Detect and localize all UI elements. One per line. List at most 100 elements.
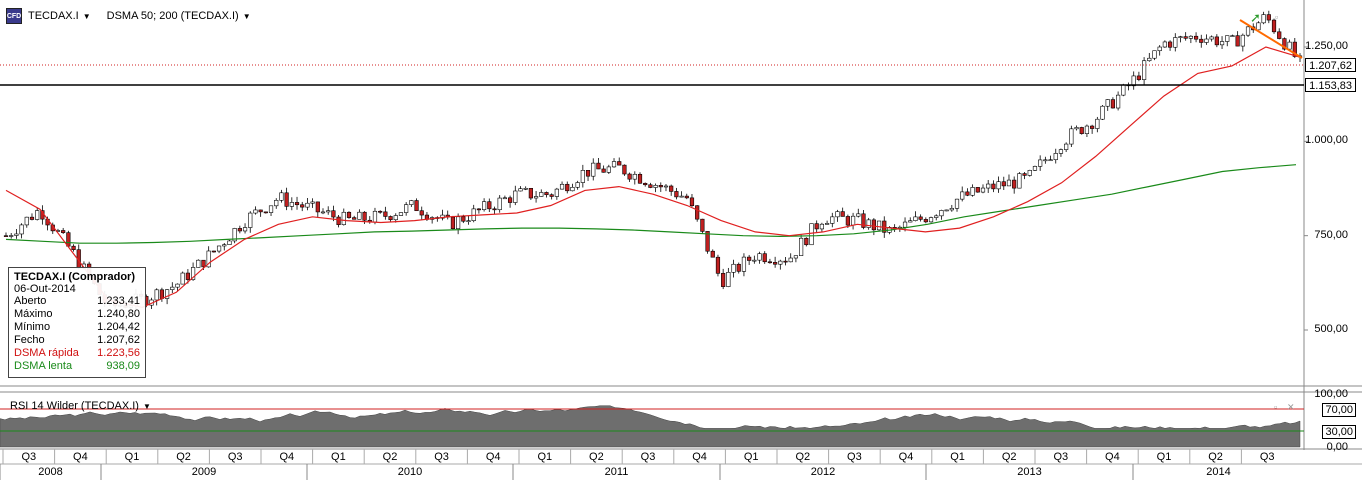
candle-body (1178, 36, 1183, 38)
candle-body (242, 227, 248, 232)
candle-body (279, 192, 284, 201)
candle-body (61, 230, 66, 233)
candle-body (211, 250, 216, 253)
candle-body (154, 289, 159, 301)
candle-body (757, 253, 762, 261)
candle-body (248, 212, 253, 228)
candle-body (1199, 38, 1204, 43)
info-row-value: 1.233,41 (97, 295, 140, 307)
info-row-value: 1.240,80 (97, 308, 140, 320)
candle-body (14, 233, 19, 236)
panel-restore-icon[interactable]: ▫ (1275, 12, 1279, 22)
trend-line[interactable] (1239, 19, 1303, 59)
trend-arrow-icon[interactable]: ➚ (1250, 10, 1261, 25)
candle-body (731, 263, 736, 273)
candle-body (939, 210, 944, 217)
candle-body (263, 211, 268, 214)
candle-body (632, 173, 637, 180)
rsi-close-icon[interactable]: ✕ (1287, 402, 1295, 412)
candle-body (944, 209, 949, 212)
candle-body (9, 235, 14, 237)
symbol-selector[interactable]: TECDAX.I ▼ (28, 10, 91, 22)
candle-body (653, 185, 658, 188)
quarter-label: Q2 (382, 451, 398, 463)
candle-body (497, 197, 502, 211)
info-row: DSMA lenta 938,09 (14, 360, 140, 373)
candle-body (346, 211, 352, 218)
candle-body (362, 211, 367, 221)
chevron-down-icon: ▼ (242, 11, 251, 21)
quarter-label: Q1 (537, 451, 553, 463)
candle-body (24, 216, 29, 226)
candle-body (1245, 26, 1251, 36)
price-axis-label: 1.000,00 (1305, 134, 1348, 147)
candle-body (336, 216, 341, 226)
candle-body (866, 219, 871, 228)
candle-body (1064, 143, 1069, 150)
candle-body (1105, 99, 1110, 107)
rsi-axis-label: 0,00 (1326, 441, 1348, 453)
candle-body (965, 191, 970, 196)
quarter-label: Q4 (1105, 451, 1120, 463)
candle-body (554, 188, 559, 197)
candle-body (533, 196, 539, 199)
candle-body (804, 237, 809, 246)
indicator-selector[interactable]: DSMA 50; 200 (TECDAX.I) ▼ (107, 10, 251, 22)
candle-body (1277, 31, 1282, 39)
candle-body (341, 211, 346, 226)
rsi-label: RSI 14 Wilder (TECDAX.I) (10, 400, 139, 412)
candle-body (1053, 153, 1058, 161)
candle-body (689, 197, 695, 207)
candle-body (331, 210, 336, 218)
dsma-slow-line (5, 164, 1297, 244)
candle-body (461, 216, 466, 222)
candle-body (222, 244, 227, 247)
candle-body (487, 201, 492, 210)
candle-body (627, 173, 632, 180)
hline-price-tag: 1.153,83 (1305, 78, 1356, 92)
candle-body (960, 191, 965, 200)
price-axis-label: 750,00 (1314, 228, 1348, 241)
quarter-label: Q1 (743, 451, 759, 463)
candle-body (326, 210, 331, 213)
candle-body (1271, 19, 1277, 33)
candle-body (559, 183, 565, 190)
data-window: TECDAX.I (Comprador) 06-Out-2014 Aberto 1… (8, 267, 146, 378)
candle-body (663, 185, 669, 188)
quarter-label: Q2 (176, 451, 191, 463)
candle-body (1147, 57, 1152, 62)
candle-body (1204, 38, 1209, 43)
candle-body (528, 187, 533, 199)
rsi-selector[interactable]: RSI 14 Wilder (TECDAX.I) ▼ (10, 400, 151, 412)
rsi-restore-icon[interactable]: ▫ (1274, 402, 1278, 412)
quarter-label: Q1 (1156, 451, 1172, 463)
candle-body (752, 259, 757, 262)
candle-body (1256, 22, 1261, 31)
candle-body (206, 250, 211, 268)
candle-body (1235, 35, 1240, 47)
candle-body (1141, 60, 1147, 80)
candle-body (159, 289, 165, 299)
cfd-icon: CFD (6, 8, 22, 24)
candle-body (450, 216, 456, 230)
info-row: Máximo 1.240,80 (14, 308, 140, 321)
quarter-label: Q1 (950, 451, 965, 463)
candle-body (570, 186, 575, 192)
candle-body (622, 164, 627, 175)
candle-body (1266, 14, 1271, 21)
candle-body (1287, 41, 1292, 50)
candle-body (35, 210, 40, 220)
candle-body (1157, 46, 1162, 52)
year-label: 2008 (38, 466, 63, 478)
candle-body (398, 212, 404, 216)
candle-body (253, 209, 258, 214)
candle-body (606, 166, 611, 173)
candle-body (404, 204, 409, 213)
candle-body (372, 210, 378, 223)
candle-body (482, 201, 487, 210)
candle-body (393, 215, 398, 221)
candle-body (518, 188, 523, 192)
